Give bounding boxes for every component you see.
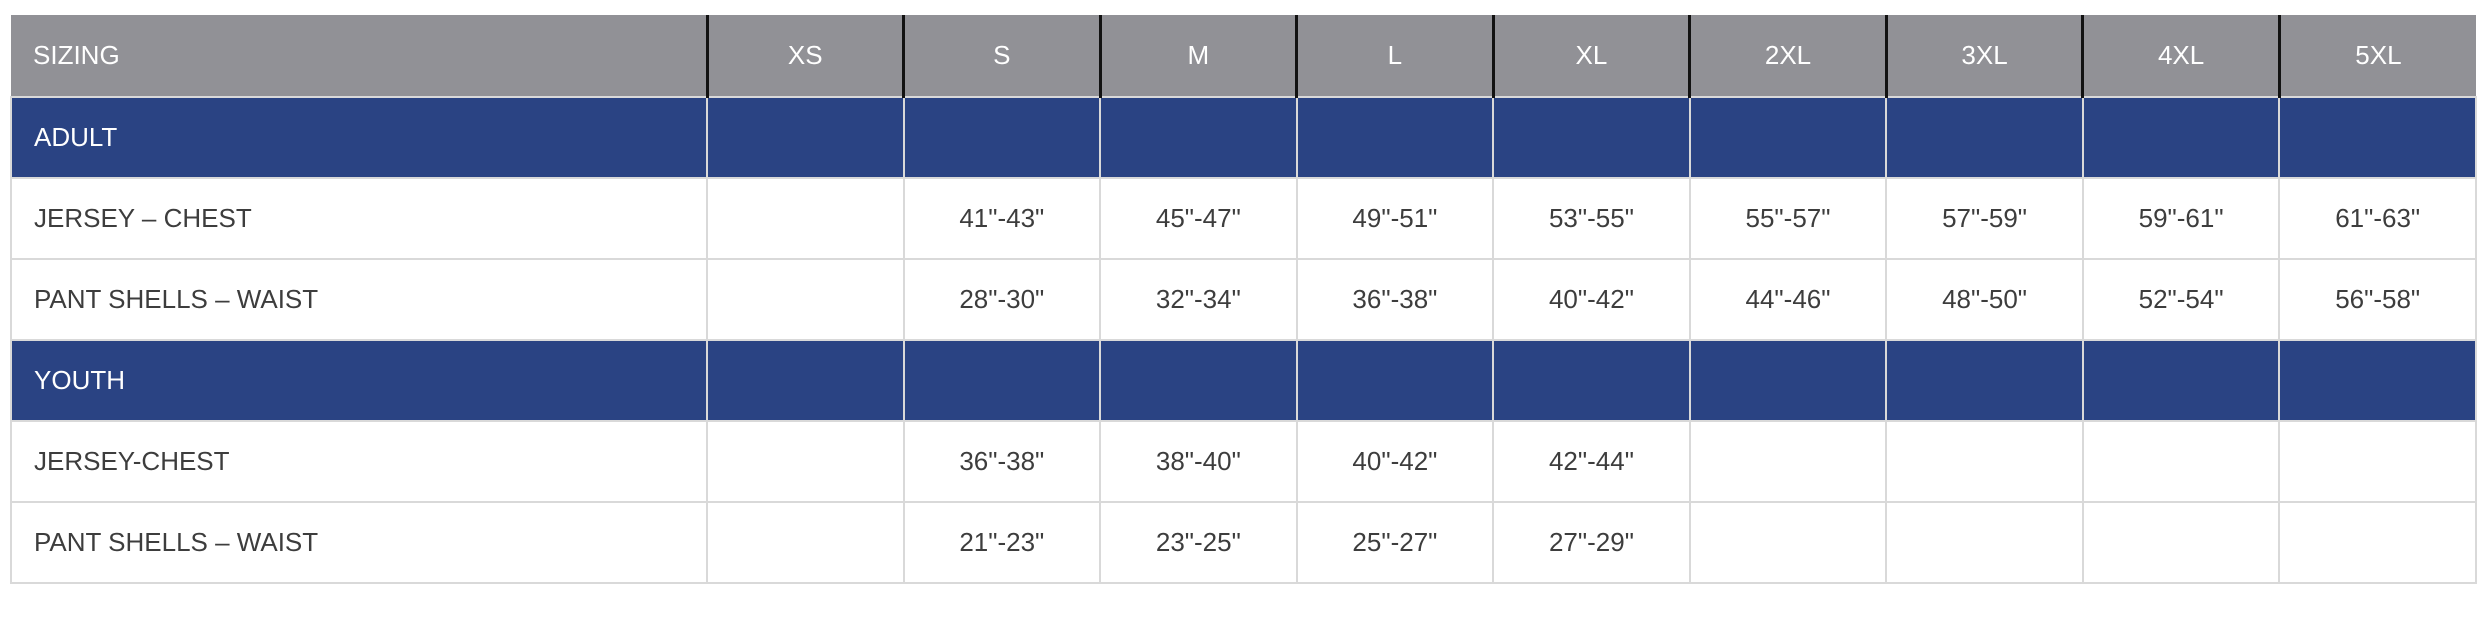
section-filler-cell	[902, 96, 1102, 179]
section-filler-cell	[706, 96, 905, 179]
size-value-cell	[2081, 420, 2281, 503]
size-value-cell	[706, 420, 905, 503]
section-filler-cell	[1885, 339, 2084, 422]
size-value-cell: 36"-38"	[902, 420, 1102, 503]
size-value-cell: 48"-50"	[1885, 258, 2084, 341]
size-value-cell: 28"-30"	[902, 258, 1102, 341]
size-header-3xl: 3XL	[1884, 15, 2083, 97]
section-filler-cell	[1492, 339, 1691, 422]
size-value-cell	[706, 501, 905, 584]
size-value-cell: 52"-54"	[2081, 258, 2281, 341]
size-value-cell: 21"-23"	[902, 501, 1102, 584]
section-filler-cell	[2278, 96, 2477, 179]
section-filler-cell	[1688, 339, 1888, 422]
size-value-cell: 44"-46"	[1688, 258, 1888, 341]
section-filler-cell	[1295, 339, 1495, 422]
size-header-5xl: 5XL	[2277, 15, 2476, 97]
size-value-cell: 27"-29"	[1492, 501, 1691, 584]
size-value-cell: 56"-58"	[2278, 258, 2477, 341]
size-value-cell: 40"-42"	[1295, 420, 1495, 503]
table-row: PANT SHELLS – WAIST 28"-30" 32"-34" 36"-38"…	[10, 258, 2477, 341]
size-value-cell: 36"-38"	[1295, 258, 1495, 341]
section-filler-cell	[2278, 339, 2477, 422]
size-value-cell	[1885, 501, 2084, 584]
size-value-cell	[1688, 501, 1888, 584]
size-value-cell	[1688, 420, 1888, 503]
size-value-cell: 57"-59"	[1885, 177, 2084, 260]
size-value-cell: 61"-63"	[2278, 177, 2477, 260]
size-value-cell	[2081, 501, 2281, 584]
section-filler-cell	[1295, 96, 1495, 179]
size-header-2xl: 2XL	[1688, 15, 1887, 97]
section-filler-cell	[2081, 96, 2281, 179]
sizing-table-header: SIZING XS S M L XL 2XL 3XL 4XL 5XL	[11, 15, 2476, 97]
row-label: JERSEY – CHEST	[10, 177, 708, 260]
section-filler-cell	[1885, 96, 2084, 179]
section-filler-cell	[1492, 96, 1691, 179]
section-filler-cell	[1688, 96, 1888, 179]
size-value-cell: 32"-34"	[1099, 258, 1298, 341]
sizing-table-body: ADULT JERSEY – CHEST 41"-43" 45"-47" 49"-51"…	[10, 96, 2477, 584]
table-row: JERSEY – CHEST 41"-43" 45"-47" 49"-51" 53"-5…	[10, 177, 2477, 260]
size-value-cell	[2278, 420, 2477, 503]
size-value-cell: 59"-61"	[2081, 177, 2281, 260]
size-header-l: L	[1295, 15, 1494, 97]
size-value-cell: 45"-47"	[1099, 177, 1298, 260]
size-value-cell: 40"-42"	[1492, 258, 1691, 341]
section-row-youth: YOUTH	[10, 339, 2477, 422]
section-row-adult: ADULT	[10, 96, 2477, 179]
section-title: YOUTH	[10, 339, 708, 422]
size-value-cell: 49"-51"	[1295, 177, 1495, 260]
size-header-m: M	[1098, 15, 1297, 97]
section-filler-cell	[1099, 339, 1298, 422]
size-value-cell	[706, 258, 905, 341]
section-title: ADULT	[10, 96, 708, 179]
sizing-table: SIZING XS S M L XL 2XL 3XL 4XL 5XL ADULT…	[10, 15, 2477, 584]
row-label: PANT SHELLS – WAIST	[10, 258, 708, 341]
size-value-cell: 41"-43"	[902, 177, 1102, 260]
section-filler-cell	[1099, 96, 1298, 179]
table-row: PANT SHELLS – WAIST 21"-23" 23"-25" 25"-27"…	[10, 501, 2477, 584]
size-value-cell: 53"-55"	[1492, 177, 1691, 260]
size-value-cell: 55"-57"	[1688, 177, 1888, 260]
size-value-cell	[706, 177, 905, 260]
size-value-cell: 25"-27"	[1295, 501, 1495, 584]
table-row: JERSEY-CHEST 36"-38" 38"-40" 40"-42" 42"-44"	[10, 420, 2477, 503]
size-header-xs: XS	[705, 15, 904, 97]
row-label: JERSEY-CHEST	[10, 420, 708, 503]
row-label: PANT SHELLS – WAIST	[10, 501, 708, 584]
size-value-cell: 23"-25"	[1099, 501, 1298, 584]
size-value-cell	[1885, 420, 2084, 503]
sizing-header-cell: SIZING	[11, 15, 707, 97]
section-filler-cell	[706, 339, 905, 422]
size-value-cell: 42"-44"	[1492, 420, 1691, 503]
size-value-cell	[2278, 501, 2477, 584]
size-header-s: S	[902, 15, 1101, 97]
size-header-4xl: 4XL	[2081, 15, 2280, 97]
section-filler-cell	[902, 339, 1102, 422]
section-filler-cell	[2081, 339, 2281, 422]
size-value-cell: 38"-40"	[1099, 420, 1298, 503]
header-row: SIZING XS S M L XL 2XL 3XL 4XL 5XL	[11, 15, 2476, 97]
size-header-xl: XL	[1491, 15, 1690, 97]
